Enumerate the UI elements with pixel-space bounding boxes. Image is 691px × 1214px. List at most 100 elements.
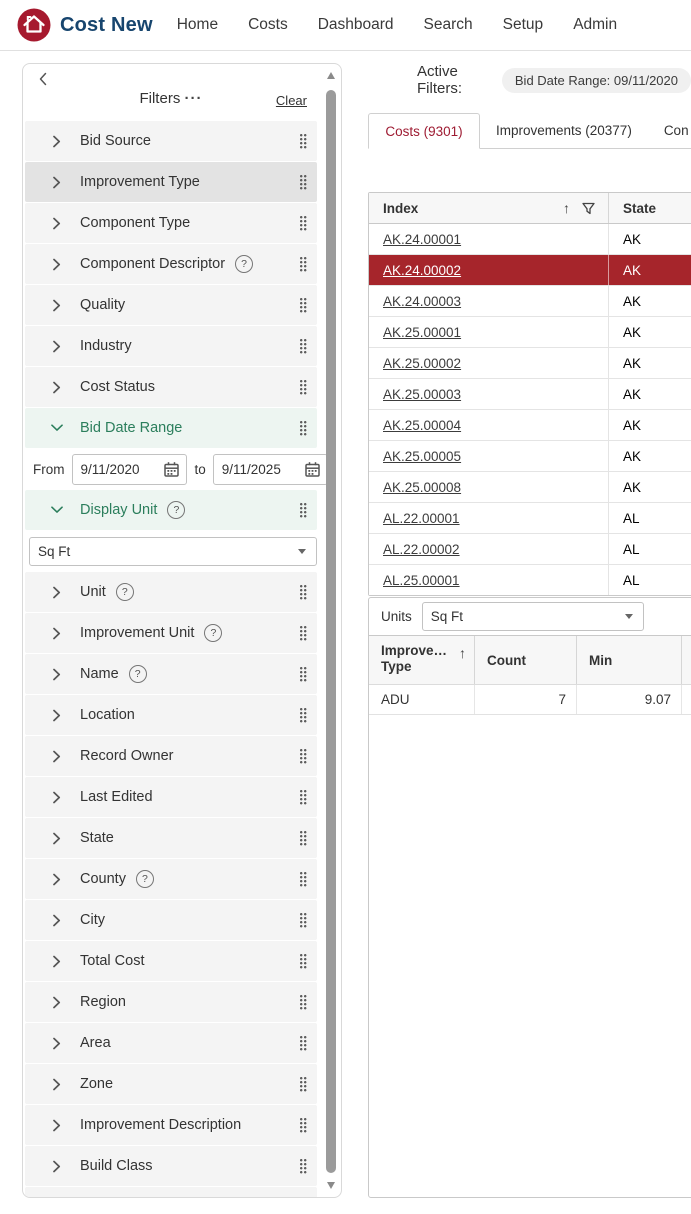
index-link[interactable]: AL.22.00001 [383,510,460,526]
index-link[interactable]: AL.22.00002 [383,541,460,557]
drag-handle-icon[interactable] [300,421,307,436]
drag-handle-icon[interactable] [300,134,307,149]
index-link[interactable]: AK.25.00003 [383,386,462,402]
filter-item-improvement-unit[interactable]: Improvement Unit ? [25,613,317,653]
table-row[interactable]: ADU 7 9.07 [369,685,691,715]
filter-item-region[interactable]: Region [25,982,317,1022]
drag-handle-icon[interactable] [300,626,307,641]
filter-item-city[interactable]: City [25,900,317,940]
index-link[interactable]: AK.25.00005 [383,448,462,464]
column-header-min[interactable]: Min [577,636,682,684]
drag-handle-icon[interactable] [300,380,307,395]
table-row[interactable]: AK.25.00008 AK [369,472,691,503]
filter-item-state[interactable]: State [25,818,317,858]
filter-item-record-owner[interactable]: Record Owner [25,736,317,776]
drag-handle-icon[interactable] [300,1077,307,1092]
sort-ascending-icon[interactable]: ↑ [563,200,570,216]
drag-handle-icon[interactable] [300,1118,307,1133]
filter-item-unit[interactable]: Unit ? [25,572,317,612]
nav-item-home[interactable]: Home [176,16,219,33]
filter-item-industry[interactable]: Industry [25,326,317,366]
sidebar-scrollbar[interactable] [325,66,337,1195]
filter-item-display-unit[interactable]: Display Unit ? [25,490,317,530]
filter-item-location[interactable]: Location [25,695,317,735]
table-row[interactable]: AK.25.00001 AK [369,317,691,348]
index-link[interactable]: AK.25.00004 [383,417,462,433]
drag-handle-icon[interactable] [300,298,307,313]
filter-item-zone[interactable]: Zone [25,1064,317,1104]
table-row[interactable]: AL.25.00001 AL [369,565,691,595]
tab-improvements-20377[interactable]: Improvements (20377) [480,113,648,149]
help-icon[interactable]: ? [115,583,134,601]
filter-item-bid-date-range[interactable]: Bid Date Range [25,408,317,448]
filter-item-area[interactable]: Area [25,1023,317,1063]
column-header-state[interactable]: State [623,200,657,216]
drag-handle-icon[interactable] [300,831,307,846]
column-header-improvement-type[interactable]: Improve… Type ↑ [369,636,475,684]
drag-handle-icon[interactable] [300,708,307,723]
nav-item-search[interactable]: Search [423,16,473,33]
filter-item-improvement-type[interactable]: Improvement Type [25,162,317,202]
help-icon[interactable]: ? [204,624,223,642]
drag-handle-icon[interactable] [300,872,307,887]
drag-handle-icon[interactable] [300,667,307,682]
table-row[interactable]: AK.24.00002 AK [369,255,691,286]
scrollbar-down-arrow-icon[interactable] [327,1182,335,1189]
sort-ascending-icon[interactable]: ↑ [459,645,466,661]
filter-item-county[interactable]: County ? [25,859,317,899]
table-row[interactable]: AK.24.00001 AK [369,224,691,255]
units-dropdown[interactable]: Sq Ft [421,602,644,631]
nav-item-admin[interactable]: Admin [573,16,618,33]
tab-costs-9301[interactable]: Costs (9301) [368,113,480,149]
filter-item-cost-status[interactable]: Cost Status [25,367,317,407]
calendar-icon[interactable] [304,461,321,478]
index-link[interactable]: AK.25.00008 [383,479,462,495]
drag-handle-icon[interactable] [300,1159,307,1174]
index-link[interactable]: AK.25.00001 [383,324,462,340]
house-logo-icon[interactable] [17,8,51,42]
nav-item-setup[interactable]: Setup [502,16,544,33]
drag-handle-icon[interactable] [300,216,307,231]
help-icon[interactable]: ? [135,870,154,888]
scrollbar-thumb[interactable] [326,90,336,1173]
help-icon[interactable]: ? [128,665,147,683]
index-link[interactable]: AK.25.00002 [383,355,462,371]
calendar-icon[interactable] [163,461,180,478]
help-icon[interactable]: ? [235,255,254,273]
drag-handle-icon[interactable] [300,175,307,190]
drag-handle-icon[interactable] [300,954,307,969]
drag-handle-icon[interactable] [300,339,307,354]
table-row[interactable]: AK.24.00003 AK [369,286,691,317]
drag-handle-icon[interactable] [300,995,307,1010]
table-row[interactable]: AL.22.00002 AL [369,534,691,565]
index-link[interactable]: AL.25.00001 [383,572,460,588]
column-header-count[interactable]: Count [475,636,577,684]
clear-filters-link[interactable]: Clear [275,93,307,108]
filter-item-bid-source[interactable]: Bid Source [25,121,317,161]
index-link[interactable]: AK.24.00003 [383,293,462,309]
drag-handle-icon[interactable] [300,790,307,805]
collapse-sidebar-button[interactable] [35,71,51,87]
filter-item-name[interactable]: Name ? [25,654,317,694]
drag-handle-icon[interactable] [300,913,307,928]
drag-handle-icon[interactable] [300,257,307,272]
table-row[interactable]: AL.22.00001 AL [369,503,691,534]
filter-item-component-descriptor[interactable]: Component Descriptor ? [25,244,317,284]
index-link[interactable]: AK.24.00001 [383,231,462,247]
tab-con[interactable]: Con [647,113,691,149]
table-row[interactable]: AK.25.00005 AK [369,441,691,472]
from-date-input[interactable] [72,462,161,477]
filter-item-last-edited[interactable]: Last Edited [25,777,317,817]
filter-item-build-class[interactable]: Build Class [25,1146,317,1186]
drag-handle-icon[interactable] [300,749,307,764]
nav-item-dashboard[interactable]: Dashboard [317,16,394,33]
table-row[interactable]: AK.25.00004 AK [369,410,691,441]
display-unit-dropdown[interactable]: Sq Ft [29,537,317,566]
table-row[interactable]: AK.25.00002 AK [369,348,691,379]
filter-funnel-icon[interactable] [581,201,596,216]
drag-handle-icon[interactable] [300,1036,307,1051]
table-row[interactable]: AK.25.00003 AK [369,379,691,410]
nav-item-costs[interactable]: Costs [248,16,288,33]
active-filter-pill[interactable]: Bid Date Range: 09/11/2020 [501,67,691,93]
column-header-index[interactable]: Index ↑ [369,193,609,223]
